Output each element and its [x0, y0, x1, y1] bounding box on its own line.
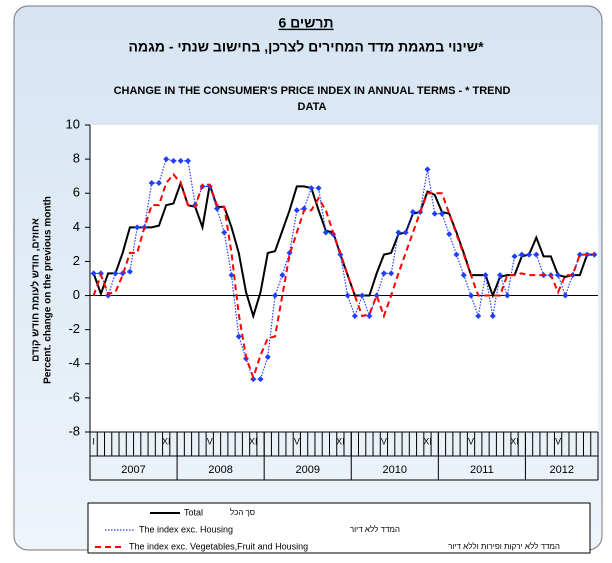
x-tick-label: I	[92, 436, 95, 446]
year-label: 2007	[121, 464, 145, 476]
series-marker	[351, 313, 358, 320]
series-marker	[322, 229, 329, 236]
legend-label: המדד ללא ירקות ופירות וללא דיור	[448, 542, 560, 551]
legend	[87, 502, 591, 554]
y-tick-label: 0	[73, 287, 80, 302]
x-tick-label: V	[555, 436, 561, 446]
series-marker	[482, 272, 489, 279]
series-marker	[409, 208, 416, 215]
y-axis-label: Percent. change on the previous month	[43, 196, 54, 384]
series-marker	[315, 185, 322, 192]
series-marker	[112, 270, 119, 277]
series-marker	[221, 229, 228, 236]
series-marker	[489, 313, 496, 320]
y-tick-label: -2	[68, 321, 80, 336]
series-marker	[293, 207, 300, 214]
chart-title: תרשים 6	[278, 15, 333, 31]
series-marker	[170, 157, 177, 164]
series-marker	[279, 272, 286, 279]
series-marker	[163, 156, 170, 163]
series-marker	[214, 205, 220, 212]
year-label: 2012	[549, 464, 573, 476]
series-marker	[424, 166, 431, 173]
series-marker	[395, 229, 402, 236]
series-marker	[460, 272, 467, 279]
series-marker	[388, 270, 395, 277]
series-marker	[126, 268, 133, 275]
series-marker	[366, 313, 373, 320]
x-tick-label: V	[294, 436, 300, 446]
series-marker	[504, 292, 511, 299]
series-marker	[308, 185, 315, 192]
series-marker	[438, 210, 445, 217]
y-tick-label: 6	[73, 185, 80, 200]
y-tick-label: -4	[68, 355, 80, 370]
legend-label: The index exc. Housing	[139, 524, 233, 534]
series-line	[92, 172, 595, 381]
x-tick-label: V	[468, 436, 474, 446]
english-title: DATA	[298, 101, 327, 113]
y-tick-label: -6	[68, 389, 80, 404]
year-label: 2010	[383, 464, 407, 476]
chart-subtitle: שינוי במגמת מדד המחירים לצרכן, בחישוב שנ…	[128, 39, 484, 55]
year-label: 2008	[208, 464, 232, 476]
series-marker	[518, 251, 525, 258]
y-tick-label: 2	[73, 253, 80, 268]
series-marker	[468, 292, 474, 299]
y-axis-label: אחוזים, חודש לעומת חודש קודם	[30, 218, 42, 362]
y-tick-label: 8	[73, 151, 80, 166]
series-marker	[497, 272, 504, 279]
series-marker	[155, 179, 162, 186]
legend-label: Total	[184, 507, 203, 517]
x-tick-label: XI	[423, 436, 432, 446]
series-marker	[431, 210, 438, 217]
series-marker	[235, 333, 242, 340]
y-tick-label: -8	[68, 423, 80, 438]
x-tick-label: V	[381, 436, 387, 446]
legend-label: סך הכל	[230, 508, 255, 517]
series-marker	[446, 231, 453, 238]
series-marker	[511, 253, 518, 260]
series-marker	[264, 353, 271, 360]
series-marker	[526, 251, 533, 258]
series-marker	[344, 292, 351, 299]
series-marker	[228, 272, 235, 279]
x-tick-label: V	[207, 436, 213, 446]
series-marker	[90, 270, 97, 277]
series-marker	[402, 229, 409, 236]
series-marker	[272, 292, 279, 299]
x-tick-label: XI	[249, 436, 258, 446]
year-label: 2011	[470, 464, 494, 476]
series-marker	[337, 251, 344, 258]
series-marker	[257, 376, 264, 383]
series-marker	[475, 313, 482, 320]
series-marker	[359, 292, 366, 299]
y-tick-label: 10	[66, 116, 80, 131]
series-marker	[184, 157, 191, 164]
series-marker	[380, 270, 387, 277]
x-tick-label: XI	[162, 436, 171, 446]
series-marker	[562, 292, 569, 299]
series-marker	[177, 157, 184, 164]
legend-label: The index exc. Vegetables,Fruit and Hous…	[129, 541, 308, 551]
year-label: 2009	[295, 464, 319, 476]
series-marker	[453, 251, 460, 258]
series-marker	[134, 224, 141, 231]
series-marker	[148, 179, 155, 186]
series-marker	[555, 272, 562, 279]
legend-label: המדד ללא דיור	[350, 525, 400, 534]
y-tick-label: 4	[73, 219, 80, 234]
x-tick-label: XI	[336, 436, 345, 446]
x-tick-label: XI	[510, 436, 519, 446]
english-title: CHANGE IN THE CONSUMER'S PRICE INDEX IN …	[114, 85, 511, 97]
plot-area	[90, 125, 598, 432]
series-marker	[533, 251, 540, 258]
